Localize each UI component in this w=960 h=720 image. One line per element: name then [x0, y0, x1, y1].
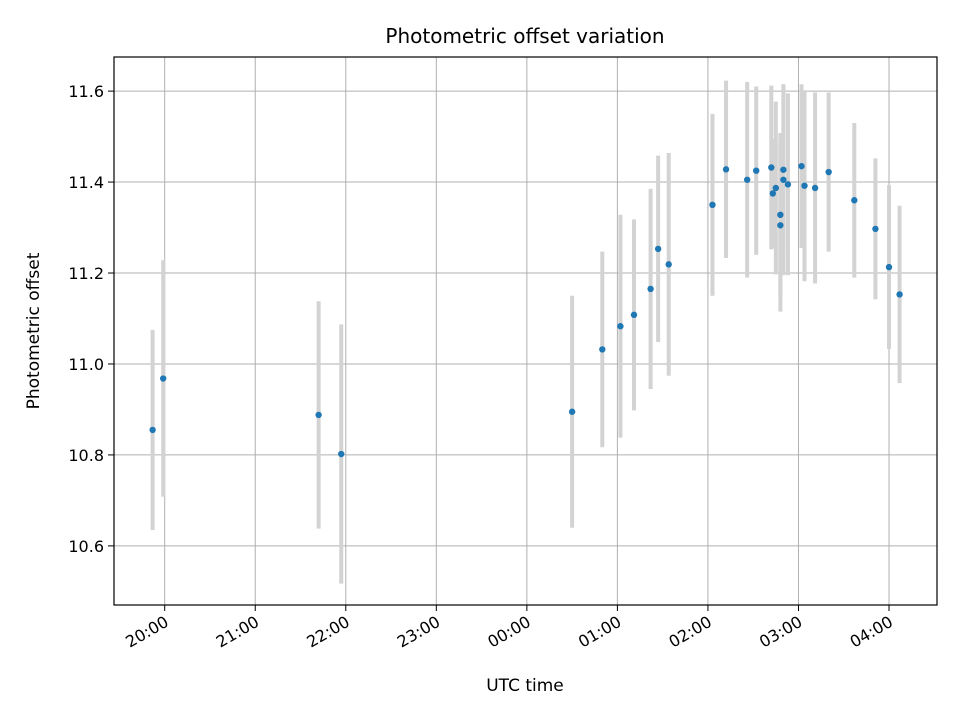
y-axis-title: Photometric offset [24, 252, 44, 409]
y-tick-label: 10.8 [68, 446, 104, 465]
y-tick-label: 10.6 [68, 537, 104, 556]
data-point [159, 375, 167, 382]
data-point [777, 211, 784, 219]
data-point [709, 201, 716, 209]
data-point [722, 166, 730, 173]
grid-lines [114, 57, 937, 605]
data-point [665, 261, 672, 268]
chart-title: Photometric offset variation [385, 24, 664, 48]
data-point [851, 197, 858, 204]
data-point [315, 411, 322, 419]
data-point [772, 184, 780, 192]
data-point [647, 285, 654, 293]
y-tick-label: 11.2 [68, 264, 104, 283]
data-point [885, 263, 893, 271]
data-point [654, 245, 662, 253]
data-point [811, 184, 819, 192]
data-point [149, 426, 156, 434]
y-tick-label: 11.0 [68, 355, 104, 374]
data-point [630, 311, 638, 319]
y-tick-label: 11.4 [68, 173, 104, 192]
data-point [825, 168, 832, 176]
y-axis-ticks: 10.6 10.8 11.0 11.2 11.4 11.6 [68, 82, 114, 556]
data-point [801, 182, 808, 189]
data-point [617, 323, 624, 330]
x-axis-title: UTC time [486, 676, 564, 696]
data-point [599, 346, 606, 353]
data-point [769, 190, 777, 197]
data-point [780, 176, 787, 183]
data-point [338, 450, 345, 458]
data-point [780, 166, 787, 173]
data-point [784, 181, 792, 188]
data-point [743, 176, 751, 183]
plot-area-frame [113, 56, 938, 606]
data-point [753, 167, 760, 174]
data-point [872, 225, 879, 233]
data-point [777, 222, 784, 229]
data-point [768, 164, 775, 171]
data-point [798, 162, 805, 170]
data-point [896, 291, 903, 298]
data-point [568, 408, 576, 415]
data-points [149, 162, 903, 458]
y-tick-label: 11.6 [68, 82, 104, 101]
